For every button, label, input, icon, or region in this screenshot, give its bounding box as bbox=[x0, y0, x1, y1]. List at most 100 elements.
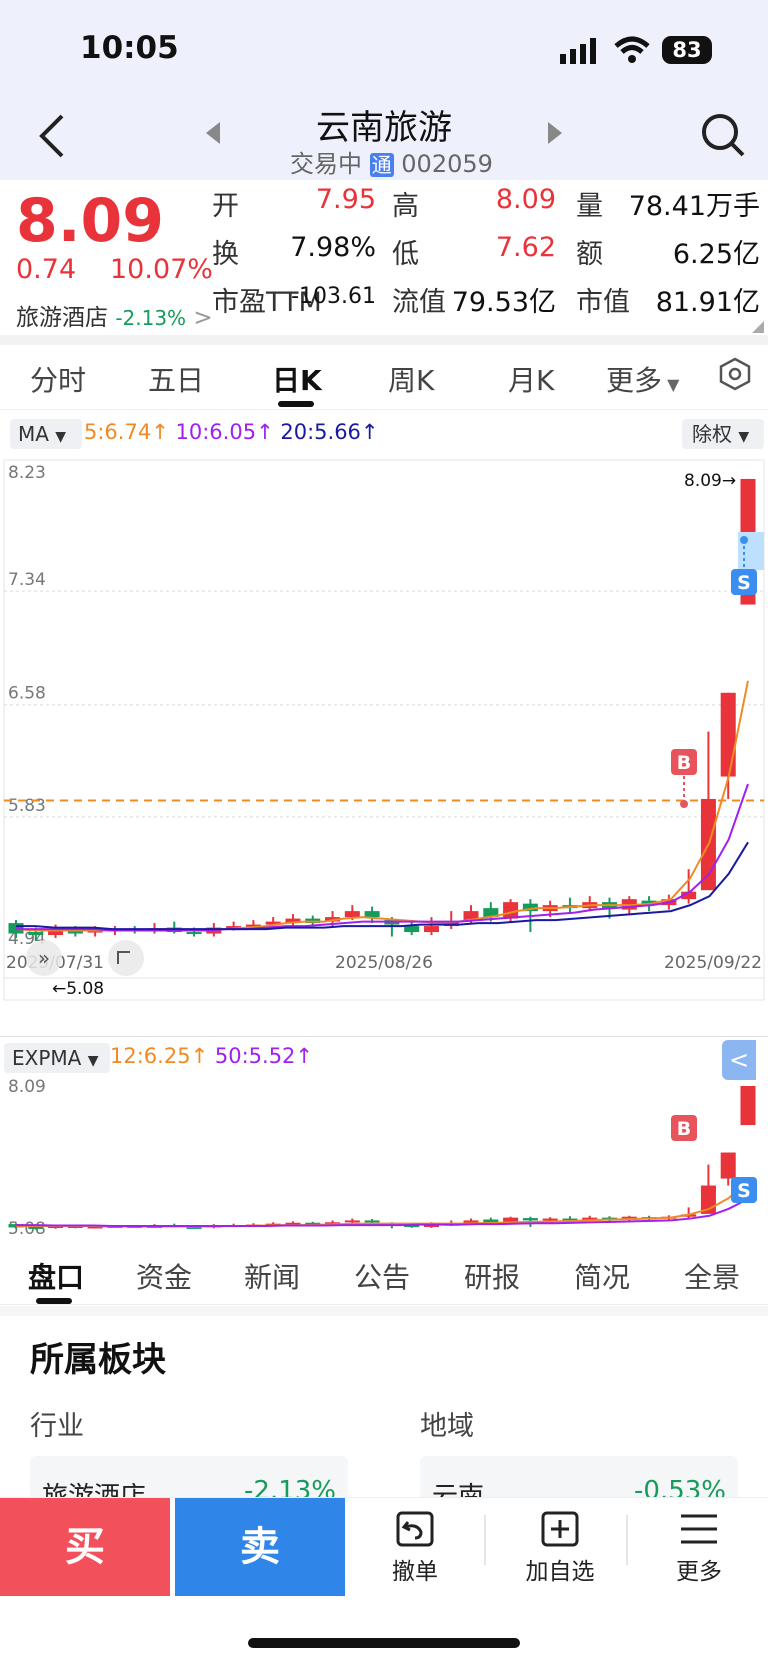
sector-pct: -2.13% bbox=[115, 306, 187, 330]
more-button[interactable]: 更多 bbox=[654, 1510, 744, 1586]
collapse-icon[interactable]: < bbox=[722, 1040, 756, 1080]
trade-status-text: 交易中 bbox=[290, 150, 362, 178]
candle-body bbox=[48, 929, 64, 936]
expma-candle-body bbox=[325, 1222, 341, 1225]
sector-link[interactable]: 旅游酒店 -2.13% > bbox=[16, 298, 213, 332]
expma12-line bbox=[16, 1180, 749, 1228]
tab-more[interactable]: 更多 ▼ bbox=[606, 364, 680, 397]
expma-candle-body bbox=[285, 1222, 301, 1225]
tab-monthly-k[interactable]: 月K bbox=[508, 364, 555, 397]
adjust-label: 除权 bbox=[692, 422, 732, 446]
stat-value: -103.61 bbox=[291, 284, 376, 309]
high-label: 8.09→ bbox=[684, 471, 736, 491]
stat-label: 市盈TTM bbox=[212, 287, 322, 318]
expma50-value: 50:5.52 bbox=[214, 1044, 296, 1068]
home-indicator bbox=[248, 1638, 520, 1648]
expma-candle-body bbox=[740, 1086, 756, 1126]
candle-body bbox=[681, 891, 697, 900]
tab-intraday[interactable]: 分时 bbox=[30, 364, 87, 397]
expma-candle-body bbox=[364, 1220, 380, 1223]
ma-dropdown[interactable]: MA ▼ bbox=[10, 419, 82, 449]
tab-five-day[interactable]: 五日 bbox=[148, 364, 205, 397]
expand-icon: » bbox=[38, 946, 50, 970]
add-watchlist-button[interactable]: 加自选 bbox=[510, 1510, 610, 1586]
detail-tab[interactable]: 全景 bbox=[684, 1261, 741, 1294]
detail-tab[interactable]: 盘口 bbox=[28, 1261, 85, 1294]
settings-icon[interactable] bbox=[718, 357, 752, 391]
back-icon[interactable] bbox=[38, 114, 66, 158]
more-label: 更多 bbox=[676, 1559, 722, 1585]
stat-label: 量 bbox=[576, 191, 603, 222]
corner-icon bbox=[752, 321, 764, 333]
expma-legend: 12:6.25↑ 50:5.52↑ bbox=[110, 1044, 314, 1068]
expma-sell-mark-text: S bbox=[737, 1180, 751, 1202]
sell-button[interactable]: 卖 bbox=[175, 1498, 345, 1596]
ma20-value: 20:5.66 bbox=[280, 420, 361, 444]
candle-body bbox=[720, 692, 736, 777]
buy-mark-dot bbox=[680, 800, 688, 808]
tong-badge: 通 bbox=[369, 153, 394, 177]
expand-button-bg bbox=[26, 940, 62, 976]
ma10-line bbox=[16, 783, 749, 932]
candle-body bbox=[463, 911, 479, 921]
add-icon bbox=[541, 1511, 579, 1547]
expma-candle-body bbox=[28, 1226, 44, 1229]
kline-chart[interactable]: 8.237.346.585.834.942025/07/312025/08/26… bbox=[0, 458, 768, 1038]
prev-stock-icon[interactable] bbox=[206, 122, 222, 144]
chart-frame bbox=[3, 459, 765, 1001]
menu-icon bbox=[681, 1514, 717, 1544]
detail-tab[interactable]: 简况 bbox=[574, 1261, 631, 1294]
expma-candle-body bbox=[305, 1222, 321, 1225]
quote-panel: 8.09 0.74 10.07% 旅游酒店 -2.13% > 开 7.95 高 8.0… bbox=[0, 180, 768, 335]
low-label: ←5.08 bbox=[52, 979, 104, 999]
add-watchlist-label: 加自选 bbox=[525, 1559, 595, 1585]
stat-value: 6.25亿 bbox=[672, 239, 760, 270]
battery-icon: 83 bbox=[662, 36, 712, 64]
status-bar: 10:05 83 bbox=[0, 0, 768, 100]
stat-value: 7.95 bbox=[315, 184, 376, 215]
signal-icon bbox=[560, 38, 596, 64]
stat-value: 8.09 bbox=[495, 184, 556, 215]
x-tick-label: 2025/09/22 bbox=[664, 953, 762, 973]
stock-title: 云南旅游 bbox=[316, 108, 452, 148]
candle-body bbox=[226, 926, 242, 929]
expma-candle-body bbox=[423, 1225, 439, 1228]
candle-body bbox=[364, 911, 380, 918]
candle-body bbox=[245, 924, 261, 927]
buy-mark-text: B bbox=[677, 752, 691, 774]
sell-mark-dot bbox=[740, 536, 748, 544]
price-change: 0.74 bbox=[16, 254, 77, 285]
y-tick-label: 8.23 bbox=[8, 463, 46, 483]
candle-body bbox=[423, 926, 439, 933]
expma-dropdown[interactable]: EXPMA ▼ bbox=[4, 1043, 110, 1073]
region-label: 地域 bbox=[420, 1411, 474, 1442]
y-tick-label: 5.83 bbox=[8, 796, 46, 816]
detail-tab[interactable]: 研报 bbox=[464, 1261, 521, 1294]
candle-body bbox=[483, 908, 499, 918]
stat-value: 79.53亿 bbox=[451, 287, 556, 318]
stat-label: 流值 bbox=[392, 287, 446, 318]
buy-mark bbox=[671, 749, 697, 775]
expma-candle-body bbox=[483, 1219, 499, 1223]
candle-body bbox=[522, 903, 538, 912]
cancel-order-label: 撤单 bbox=[392, 1559, 438, 1585]
next-stock-icon[interactable] bbox=[546, 122, 562, 144]
cancel-order-button[interactable]: 撤单 bbox=[370, 1510, 460, 1586]
detail-tab[interactable]: 资金 bbox=[136, 1261, 193, 1294]
buy-button[interactable]: 买 bbox=[0, 1498, 170, 1596]
candle-body bbox=[186, 932, 202, 935]
tab-indicator bbox=[36, 1298, 72, 1304]
expma-candle-body bbox=[404, 1225, 420, 1228]
ma5-value: 5:6.74 bbox=[84, 420, 152, 444]
expma-chart[interactable]: 8.09 5.08 B S bbox=[0, 1078, 768, 1238]
ma10-value: 10:6.05 bbox=[175, 420, 257, 444]
tab-daily-k[interactable]: 日K bbox=[272, 364, 322, 397]
sector-name: 旅游酒店 bbox=[16, 305, 108, 331]
adjust-dropdown[interactable]: 除权 ▼ bbox=[682, 419, 764, 449]
detail-tab[interactable]: 新闻 bbox=[244, 1261, 301, 1294]
detail-tab[interactable]: 公告 bbox=[354, 1261, 411, 1294]
ma5-line bbox=[15, 680, 749, 932]
expma-label: EXPMA bbox=[12, 1046, 82, 1070]
search-icon[interactable] bbox=[700, 112, 746, 158]
tab-weekly-k[interactable]: 周K bbox=[388, 364, 435, 397]
